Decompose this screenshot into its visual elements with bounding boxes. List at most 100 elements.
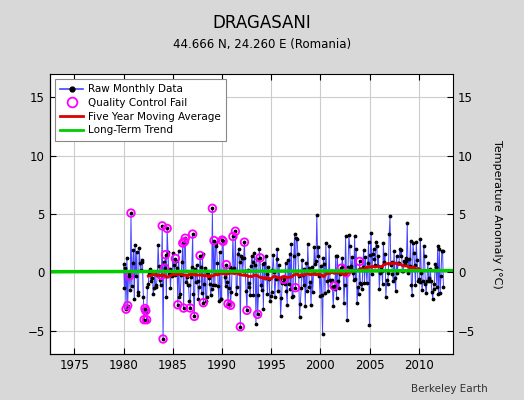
Point: [183, 281, 192, 288]
Point: [143, 284, 151, 290]
Point: [140, 316, 148, 323]
Point: [296, 314, 304, 320]
Point: [436, 290, 444, 297]
Point: [248, 259, 257, 266]
Point: [220, 268, 228, 274]
Point: [292, 235, 300, 241]
Point: [401, 255, 410, 262]
Point: [287, 240, 296, 247]
Point: [254, 311, 262, 318]
Point: [221, 283, 230, 289]
Point: [416, 279, 424, 286]
Point: [359, 246, 368, 253]
Point: [313, 253, 322, 259]
Point: [275, 262, 283, 268]
Point: [198, 251, 206, 257]
Point: [132, 273, 140, 279]
Point: [203, 269, 212, 275]
Point: [121, 265, 129, 272]
Point: [209, 282, 217, 288]
Point: [366, 252, 375, 258]
Point: [322, 269, 331, 276]
Point: [391, 288, 400, 294]
Point: [171, 255, 180, 262]
Point: [212, 240, 220, 247]
Point: [260, 260, 268, 266]
Point: [389, 278, 398, 284]
Point: [192, 279, 200, 286]
Point: [226, 302, 235, 308]
Point: [127, 210, 135, 216]
Point: [291, 284, 300, 291]
Point: [218, 237, 226, 243]
Point: [361, 254, 369, 260]
Point: [258, 261, 267, 268]
Point: [404, 270, 412, 276]
Point: [186, 305, 194, 311]
Point: [246, 292, 254, 299]
Point: [420, 242, 428, 249]
Point: [340, 300, 348, 306]
Point: [178, 259, 186, 265]
Point: [193, 278, 202, 284]
Point: [326, 278, 335, 284]
Point: [193, 262, 201, 268]
Point: [284, 257, 292, 264]
Point: [206, 292, 215, 298]
Point: [316, 263, 325, 269]
Point: [294, 272, 303, 279]
Point: [311, 260, 319, 267]
Point: [150, 285, 158, 291]
Point: [225, 264, 234, 270]
Point: [427, 278, 435, 284]
Point: [151, 284, 160, 290]
Point: [397, 247, 406, 253]
Point: [286, 285, 294, 292]
Point: [354, 284, 362, 290]
Point: [419, 278, 427, 284]
Text: DRAGASANI: DRAGASANI: [213, 14, 311, 32]
Point: [285, 281, 293, 287]
Point: [161, 252, 170, 258]
Point: [335, 284, 343, 291]
Point: [154, 242, 162, 248]
Point: [307, 302, 315, 308]
Point: [400, 260, 409, 267]
Point: [241, 268, 249, 274]
Point: [406, 237, 414, 244]
Point: [160, 258, 168, 265]
Point: [238, 268, 247, 274]
Point: [196, 252, 204, 259]
Point: [236, 324, 245, 330]
Point: [255, 246, 264, 252]
Point: [301, 302, 310, 309]
Point: [130, 296, 138, 302]
Point: [408, 291, 417, 298]
Point: [348, 254, 356, 260]
Point: [302, 260, 310, 266]
Point: [385, 231, 394, 238]
Point: [362, 267, 370, 274]
Point: [398, 268, 407, 274]
Point: [256, 255, 264, 261]
Point: [270, 269, 278, 275]
Point: [405, 255, 413, 262]
Point: [316, 292, 324, 299]
Point: [406, 262, 414, 269]
Point: [371, 261, 379, 268]
Point: [259, 306, 268, 312]
Point: [157, 272, 166, 278]
Point: [144, 281, 152, 288]
Point: [168, 273, 176, 279]
Point: [155, 263, 163, 270]
Point: [379, 240, 388, 246]
Point: [211, 281, 219, 288]
Point: [265, 276, 274, 282]
Point: [247, 263, 255, 269]
Point: [330, 283, 339, 289]
Point: [238, 254, 246, 261]
Point: [163, 225, 171, 232]
Point: [131, 242, 139, 248]
Point: [214, 282, 222, 289]
Point: [232, 291, 241, 297]
